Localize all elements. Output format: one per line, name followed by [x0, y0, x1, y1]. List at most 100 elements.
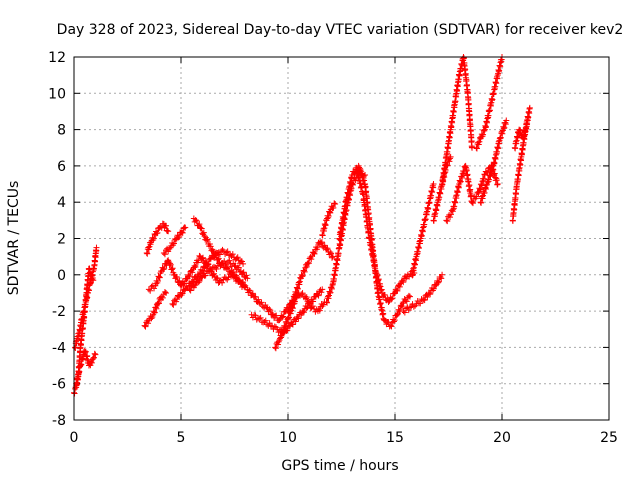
data-point	[287, 304, 294, 311]
data-point	[231, 262, 238, 269]
data-point	[256, 315, 263, 322]
x-tick-label: 15	[386, 430, 404, 446]
data-point	[462, 66, 469, 73]
data-point	[469, 200, 476, 207]
data-point	[266, 320, 273, 327]
data-point	[288, 297, 295, 304]
data-point	[316, 307, 323, 314]
data-point	[202, 272, 209, 279]
data-point	[82, 348, 89, 355]
data-point	[328, 250, 335, 257]
data-point	[227, 251, 234, 258]
data-point	[143, 250, 150, 257]
data-point	[90, 354, 97, 361]
data-point	[511, 206, 518, 213]
data-point	[421, 297, 428, 304]
data-point	[279, 314, 286, 321]
data-point	[365, 229, 372, 236]
data-point	[399, 300, 406, 307]
data-points	[71, 54, 533, 397]
data-point	[82, 349, 89, 356]
data-point	[327, 249, 334, 256]
data-point	[469, 199, 476, 206]
data-point	[319, 286, 326, 293]
y-tick-label: 0	[57, 268, 66, 284]
data-point	[285, 308, 291, 315]
data-point	[163, 289, 170, 296]
data-point	[198, 274, 205, 281]
chart-title: Day 328 of 2023, Sidereal Day-to-day VTE…	[57, 22, 624, 38]
data-point	[225, 252, 232, 259]
data-point	[394, 311, 401, 318]
x-tick-label: 0	[70, 430, 79, 446]
data-point	[235, 264, 242, 271]
data-point	[330, 204, 337, 211]
data-point	[86, 265, 93, 272]
data-point	[275, 341, 282, 348]
data-point	[199, 267, 206, 274]
data-point	[391, 290, 398, 297]
data-point	[219, 279, 226, 286]
data-point	[172, 236, 179, 243]
data-point	[196, 221, 203, 228]
data-point	[253, 316, 260, 323]
data-point	[318, 240, 325, 247]
data-point	[475, 141, 482, 148]
data-point	[318, 289, 325, 296]
data-point	[156, 274, 163, 281]
data-point	[406, 293, 413, 300]
data-point	[326, 209, 333, 216]
data-point	[169, 265, 176, 272]
data-point	[148, 315, 155, 322]
data-point	[167, 261, 174, 268]
data-point	[167, 260, 174, 267]
data-point	[219, 246, 226, 253]
y-tick-label: 12	[48, 50, 66, 66]
data-point	[284, 327, 291, 334]
y-tick-label: 2	[57, 232, 66, 248]
data-point	[332, 201, 339, 208]
data-point	[229, 251, 236, 258]
data-point	[481, 127, 488, 134]
data-point	[90, 277, 97, 284]
y-tick-label: -4	[52, 340, 66, 356]
data-point	[165, 228, 172, 235]
data-point	[204, 261, 211, 268]
data-point	[480, 131, 487, 138]
data-point	[525, 114, 532, 121]
data-point	[262, 301, 269, 308]
data-point	[197, 224, 204, 231]
data-point	[213, 274, 220, 281]
data-point	[93, 244, 100, 251]
data-point	[230, 268, 237, 275]
data-point	[71, 390, 78, 397]
data-point	[430, 285, 437, 292]
data-point	[241, 283, 248, 290]
data-point	[226, 257, 233, 264]
x-tick-label: 10	[279, 430, 297, 446]
y-axis-label: SDTVAR / TECUs	[6, 181, 22, 296]
data-point	[205, 268, 212, 275]
data-point	[141, 322, 148, 329]
data-point	[145, 286, 152, 293]
data-point	[92, 351, 99, 358]
data-point	[413, 300, 420, 307]
data-point	[213, 252, 220, 259]
data-point	[244, 275, 251, 282]
data-point	[145, 320, 152, 327]
data-point	[204, 236, 211, 243]
data-point	[389, 295, 396, 302]
data-point	[223, 249, 230, 256]
data-point	[182, 224, 189, 231]
data-point	[271, 323, 278, 330]
data-point	[444, 218, 451, 225]
data-point	[385, 319, 392, 326]
data-point	[305, 260, 312, 267]
data-point	[258, 299, 265, 306]
data-point	[269, 310, 276, 317]
data-point	[438, 275, 445, 282]
data-point	[439, 271, 446, 278]
data-point	[213, 265, 220, 272]
data-point	[315, 292, 322, 299]
